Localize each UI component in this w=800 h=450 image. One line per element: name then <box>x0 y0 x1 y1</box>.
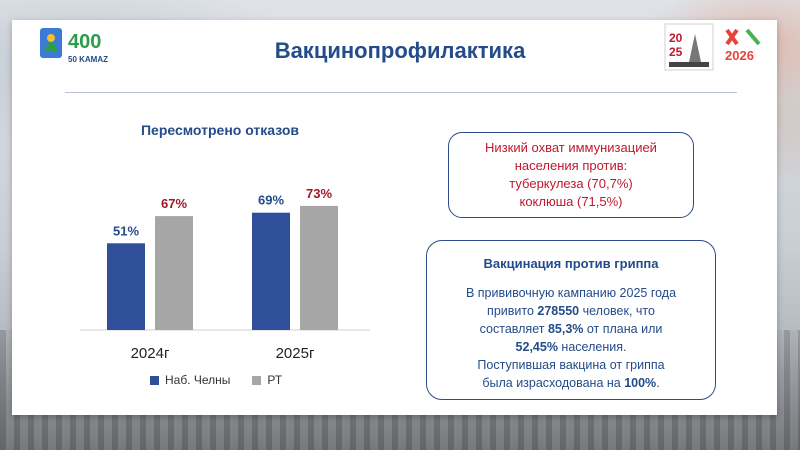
svg-text:25: 25 <box>669 45 683 59</box>
svg-text:20: 20 <box>669 31 683 45</box>
legend-item-rt: РТ <box>252 373 282 387</box>
legend-swatch-rt <box>252 375 262 385</box>
category-label-1: 2024г <box>131 345 170 362</box>
data-label-nch-1: 51% <box>113 223 139 238</box>
year-logos: 20 25 2026 <box>664 23 769 71</box>
legend-label-rt: РТ <box>267 373 283 387</box>
flu-box-heading: Вакцинация против гриппа <box>483 256 659 271</box>
legend-item-nch: Наб. Челны <box>150 373 230 387</box>
legend-label-nch: Наб. Челны <box>165 373 231 387</box>
svg-text:50 KAMAZ: 50 KAMAZ <box>68 55 108 64</box>
legend-swatch-nch <box>150 375 159 385</box>
flu-line-1: В прививочную кампанию 2025 года <box>465 286 677 300</box>
flu-line-5: Поступившая вакцина от гриппа <box>477 358 665 372</box>
svg-text:400: 400 <box>68 31 101 53</box>
coverage-line-4: коклюша (71,5%) <box>519 194 623 209</box>
bar-nch-1 <box>107 243 145 330</box>
svg-text:2026: 2026 <box>725 48 754 63</box>
data-label-nch-2: 69% <box>258 193 284 208</box>
flu-line-3: составляет 85,3% от плана или <box>479 322 663 336</box>
title-divider <box>65 92 737 93</box>
flu-line-4: 52,45% населения. <box>515 340 627 354</box>
data-label-rt-1: 67% <box>161 196 187 211</box>
flu-line-6: была израсходована на 100%. <box>482 376 660 390</box>
anniversary-logo: 400 50 KAMAZ <box>40 28 108 64</box>
chart-title: Пересмотрено отказов <box>140 122 300 138</box>
flu-line-2: привито 278550 человек, что <box>487 304 655 318</box>
category-label-2: 2025г <box>276 345 315 362</box>
bar-nch-2 <box>252 212 290 330</box>
data-label-rt-2: 73% <box>306 186 332 201</box>
page-title: Вакцинопрофилактика <box>274 38 526 63</box>
coverage-line-2: населения против: <box>514 158 628 173</box>
chart-legend: Наб. Челны РТ <box>150 373 296 387</box>
bar-rt-1 <box>155 216 193 330</box>
coverage-line-1: Низкий охват иммунизацией <box>485 140 657 155</box>
immunization-coverage-box: Низкий охват иммунизацией населения прот… <box>448 132 694 218</box>
coverage-line-3: туберкулеза (70,7%) <box>509 176 633 191</box>
flu-vaccination-box: Вакцинация против гриппа В прививочную к… <box>426 240 716 400</box>
bar-chart: 51% 67% 2024г 69% 73% 2025г <box>80 186 370 362</box>
bar-rt-2 <box>300 205 338 330</box>
